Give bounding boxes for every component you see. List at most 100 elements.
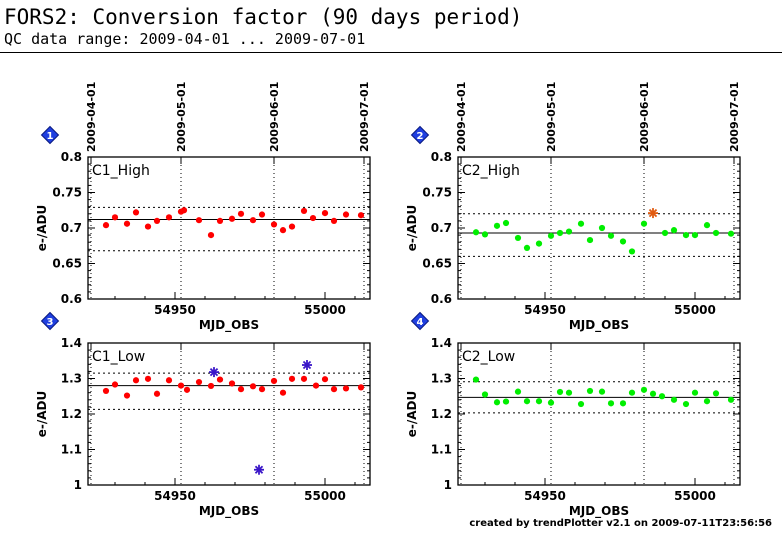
data-point: [556, 229, 564, 237]
y-tick-label: 0.6: [61, 292, 82, 306]
data-point: [577, 400, 585, 408]
data-point: [547, 232, 555, 239]
y-tick-label: 1.1: [431, 443, 452, 457]
panel-label: C1_High: [92, 163, 150, 179]
date-tick-label: 2009-06-01: [268, 82, 281, 152]
x-tick-label: 55000: [674, 303, 716, 317]
data-point: [523, 244, 531, 251]
y-tick-label: 0.75: [422, 186, 452, 200]
data-point: [123, 392, 131, 399]
date-tick-label: 2009-07-01: [358, 82, 371, 152]
panel-2: 0.6 0.65 0.7 0.75 0.8 54950 55000 2009-04-01 200…: [405, 82, 741, 333]
data-point: [144, 375, 152, 382]
data-point: [535, 240, 543, 247]
data-point: [357, 212, 365, 219]
data-point: [300, 207, 308, 215]
data-point: [514, 234, 522, 242]
y-tick-label: 0.65: [422, 257, 452, 271]
date-tick-label: 2009-06-01: [638, 82, 651, 152]
y-tick-label: 1: [74, 478, 82, 492]
y-tick-label: 1.2: [61, 407, 82, 421]
data-point: [195, 378, 203, 386]
data-point: [682, 232, 690, 239]
data-point: [111, 381, 119, 388]
data-point: [547, 399, 555, 406]
data-point: [628, 248, 636, 255]
data-point: [493, 399, 501, 406]
outlier-point: [254, 464, 264, 475]
x-tick-label: 54950: [524, 303, 566, 317]
y-tick-label: 1: [444, 478, 452, 492]
x-axis-label: MJD_OBS: [569, 318, 629, 333]
data-point: [514, 388, 522, 395]
panel-1: 0.6 0.65 0.7 0.75 0.8 54950 55000 2009-04-01 200…: [35, 82, 371, 333]
panel-4: 1 1.1 1.2 1.3 1.4 54950 55000 MJD_OBS e-/ADU C2_L…: [405, 311, 741, 519]
data-point: [183, 386, 191, 393]
data-point: [691, 232, 699, 239]
data-point: [577, 220, 585, 227]
data-point: [177, 382, 185, 389]
x-tick-label: 55000: [304, 489, 346, 503]
date-tick-label: 2009-04-01: [455, 82, 468, 152]
data-point: [144, 223, 152, 230]
outlier-stroke: [209, 367, 219, 377]
x-axis-label: MJD_OBS: [199, 318, 259, 333]
data-point: [342, 211, 350, 218]
x-tick-label: 54950: [154, 303, 196, 317]
data-point: [207, 382, 215, 390]
data-point: [321, 376, 329, 383]
data-point: [607, 232, 615, 239]
date-tick-label: 2009-07-01: [728, 82, 741, 152]
x-tick-label: 54950: [154, 489, 196, 503]
data-point: [628, 389, 636, 396]
data-point: [586, 236, 594, 244]
data-point: [279, 227, 287, 234]
data-point: [165, 377, 173, 384]
data-point: [472, 229, 480, 236]
y-axis-label: e-/ADU: [405, 391, 419, 438]
data-point: [309, 214, 317, 222]
data-point: [712, 229, 720, 237]
data-point: [279, 389, 287, 396]
data-point: [523, 398, 531, 405]
outlier-stroke: [302, 360, 312, 370]
data-point: [481, 231, 489, 238]
data-point: [703, 398, 711, 405]
data-point: [288, 375, 296, 382]
data-point: [691, 389, 699, 396]
data-point: [321, 209, 329, 217]
data-point: [586, 387, 594, 395]
date-tick-label: 2009-04-01: [85, 82, 98, 152]
y-tick-label: 1.3: [61, 372, 82, 386]
data-point: [342, 385, 350, 392]
panel-badge: [40, 311, 60, 331]
y-tick-label: 0.75: [52, 186, 82, 200]
x-axis-label: MJD_OBS: [199, 504, 259, 519]
y-tick-label: 1.3: [431, 372, 452, 386]
data-point: [123, 220, 131, 227]
data-point: [535, 398, 543, 405]
data-point: [330, 217, 338, 224]
data-point: [165, 214, 173, 221]
data-point: [502, 219, 510, 227]
data-point: [237, 386, 245, 393]
panel-label: C2_Low: [462, 349, 515, 365]
data-point: [237, 210, 245, 217]
data-point: [670, 227, 678, 234]
outlier-point: [209, 367, 219, 378]
panel-badge: [410, 311, 430, 331]
panel-label: C1_Low: [92, 349, 145, 365]
data-point: [598, 224, 606, 232]
data-point: [330, 386, 338, 393]
data-point: [619, 238, 627, 245]
y-tick-label: 0.65: [52, 257, 82, 271]
panel-badge: [410, 125, 430, 145]
data-point: [607, 400, 615, 407]
x-tick-label: 54950: [524, 489, 566, 503]
data-point: [703, 222, 711, 229]
data-point: [153, 390, 161, 397]
data-point: [132, 377, 140, 384]
y-axis-label: e-/ADU: [405, 205, 419, 252]
data-point: [649, 390, 657, 397]
